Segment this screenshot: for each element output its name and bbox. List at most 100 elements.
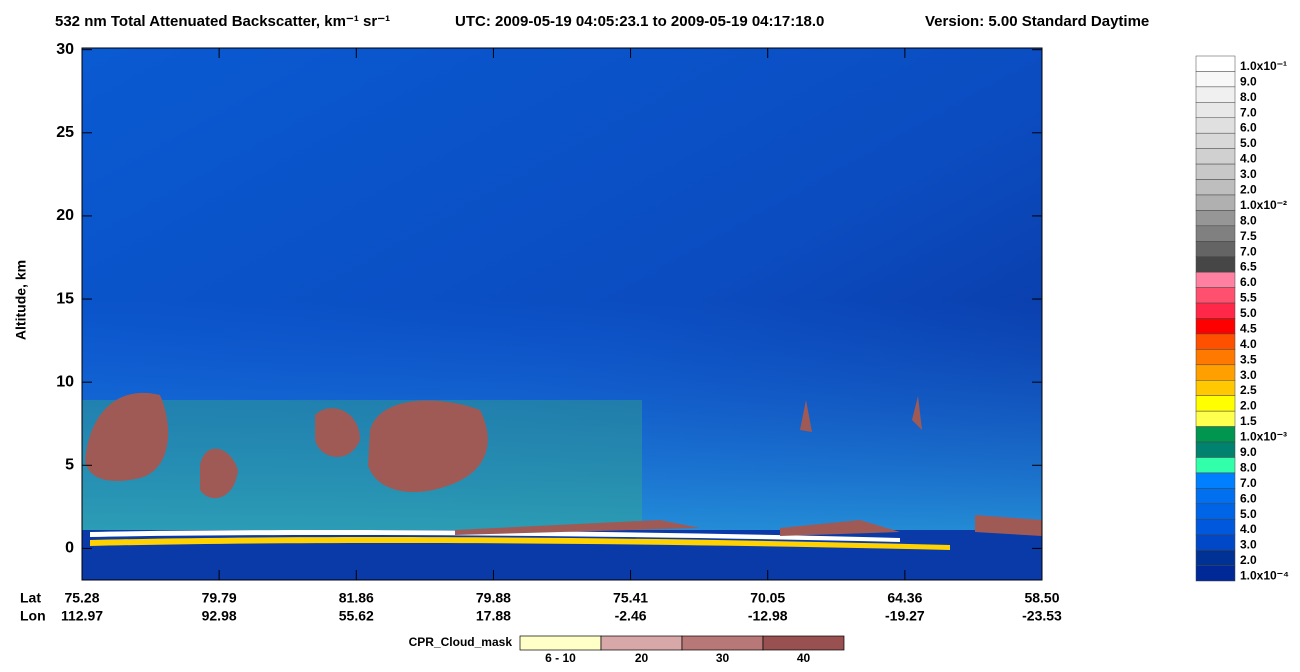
x-tick-label: -12.98 <box>748 608 788 624</box>
colorbar-swatch <box>1195 86 1236 103</box>
colorbar-swatch <box>1195 210 1236 227</box>
y-tick-label: 15 <box>56 290 74 307</box>
colorbar-swatch <box>1195 518 1236 535</box>
colorbar-swatch <box>1195 287 1236 304</box>
colorbar-swatch <box>1195 163 1236 180</box>
colorbar-swatch <box>1195 71 1236 88</box>
colorbar-label: 8.0 <box>1240 90 1257 104</box>
cpr-label: 20 <box>635 651 649 665</box>
colorbar-swatch <box>1195 441 1236 458</box>
x-row-label: Lat <box>20 590 41 606</box>
colorbar-swatch <box>1195 117 1236 134</box>
colorbar-swatch <box>1195 302 1236 319</box>
cpr-label: 40 <box>797 651 811 665</box>
y-tick-label: 0 <box>65 540 74 557</box>
y-tick-label: 25 <box>56 124 74 141</box>
colorbar-label: 2.0 <box>1240 183 1257 197</box>
x-row-label: Lon <box>20 608 46 624</box>
y-tick-label: 10 <box>56 373 74 390</box>
colorbar-swatch <box>1195 488 1236 505</box>
x-tick-label: 79.79 <box>202 590 237 606</box>
colorbar-label: 5.0 <box>1240 306 1257 320</box>
colorbar-label: 6.5 <box>1240 260 1257 274</box>
x-tick-label: 75.28 <box>64 590 99 606</box>
cpr-swatch <box>762 635 845 651</box>
x-tick-label: 79.88 <box>476 590 511 606</box>
colorbar-label: 4.0 <box>1240 522 1257 536</box>
x-tick-label: 75.41 <box>613 590 648 606</box>
colorbar-label: 2.0 <box>1240 399 1257 413</box>
colorbar-swatch <box>1195 194 1236 211</box>
x-tick-label: -2.46 <box>615 608 647 624</box>
x-tick-label: 64.36 <box>887 590 922 606</box>
colorbar-label: 4.0 <box>1240 337 1257 351</box>
colorbar-label: 5.0 <box>1240 507 1257 521</box>
cpr-swatch <box>519 635 602 651</box>
cpr-swatch <box>600 635 683 651</box>
colorbar-label: 7.5 <box>1240 229 1257 243</box>
colorbar-label: 3.5 <box>1240 352 1257 366</box>
x-tick-label: 17.88 <box>476 608 511 624</box>
colorbar-swatch <box>1195 565 1236 582</box>
y-tick-label: 30 <box>56 41 74 58</box>
y-tick-label: 20 <box>56 207 74 224</box>
colorbar-swatch <box>1195 256 1236 273</box>
colorbar-label: 1.0x10⁻³ <box>1240 430 1287 444</box>
colorbar-label: 5.0 <box>1240 136 1257 150</box>
colorbar-label: 3.0 <box>1240 167 1257 181</box>
y-tick-label: 5 <box>65 457 74 474</box>
colorbar-swatch <box>1195 241 1236 257</box>
colorbar-label: 6.0 <box>1240 121 1257 135</box>
colorbar-swatch <box>1195 132 1236 149</box>
colorbar-label: 1.0x10⁻⁴ <box>1240 569 1289 583</box>
colorbar-swatch <box>1195 349 1236 366</box>
colorbar-swatch <box>1195 426 1236 443</box>
colorbar-swatch <box>1195 380 1236 396</box>
colorbar-label: 1.5 <box>1240 414 1257 428</box>
x-tick-label: 58.50 <box>1024 590 1059 606</box>
cpr-legend-title: CPR_Cloud_mask <box>409 635 513 649</box>
colorbar-label: 7.0 <box>1240 244 1257 258</box>
x-tick-label: 70.05 <box>750 590 785 606</box>
colorbar-swatch <box>1195 503 1236 520</box>
colorbar-swatch <box>1195 534 1236 551</box>
colorbar-label: 3.0 <box>1240 368 1257 382</box>
colorbar-label: 1.0x10⁻² <box>1240 198 1287 212</box>
colorbar-swatch <box>1195 549 1236 566</box>
plot-frame <box>81 47 1043 581</box>
y-axis-label: Altitude, km <box>13 260 29 340</box>
colorbar-label: 4.5 <box>1240 321 1257 335</box>
colorbar-swatch <box>1195 179 1236 196</box>
colorbar-label: 8.0 <box>1240 213 1257 227</box>
colorbar-label: 6.0 <box>1240 275 1257 289</box>
x-tick-label: 81.86 <box>339 590 374 606</box>
x-tick-label: -19.27 <box>885 608 925 624</box>
colorbar-label: 2.5 <box>1240 383 1257 397</box>
colorbar-swatch <box>1195 472 1236 489</box>
colorbar-label: 5.5 <box>1240 291 1257 305</box>
colorbar-swatch <box>1195 395 1236 412</box>
colorbar-swatch <box>1195 148 1236 165</box>
colorbar-label: 8.0 <box>1240 460 1257 474</box>
colorbar-label: 7.0 <box>1240 476 1257 490</box>
colorbar-label: 9.0 <box>1240 74 1257 88</box>
time-range: UTC: 2009-05-19 04:05:23.1 to 2009-05-19… <box>455 13 824 30</box>
cpr-label: 6 - 10 <box>545 651 576 665</box>
colorbar-label: 7.0 <box>1240 105 1257 119</box>
colorbar-swatch <box>1195 55 1236 72</box>
colorbar-swatch <box>1195 364 1236 381</box>
colorbar-swatch <box>1195 410 1236 427</box>
backscatter-image <box>82 48 1042 580</box>
colorbar-label: 1.0x10⁻¹ <box>1240 59 1287 73</box>
colorbar-swatch <box>1195 457 1236 474</box>
colorbar-label: 6.0 <box>1240 491 1257 505</box>
colorbar-label: 3.0 <box>1240 538 1257 552</box>
colorbar-swatch <box>1195 333 1236 350</box>
colorbar-label: 9.0 <box>1240 445 1257 459</box>
cpr-label: 30 <box>716 651 730 665</box>
colorbar-swatch <box>1195 271 1236 288</box>
colorbar-swatch <box>1195 225 1236 242</box>
x-tick-label: 55.62 <box>339 608 374 624</box>
colorbar-label: 4.0 <box>1240 152 1257 166</box>
